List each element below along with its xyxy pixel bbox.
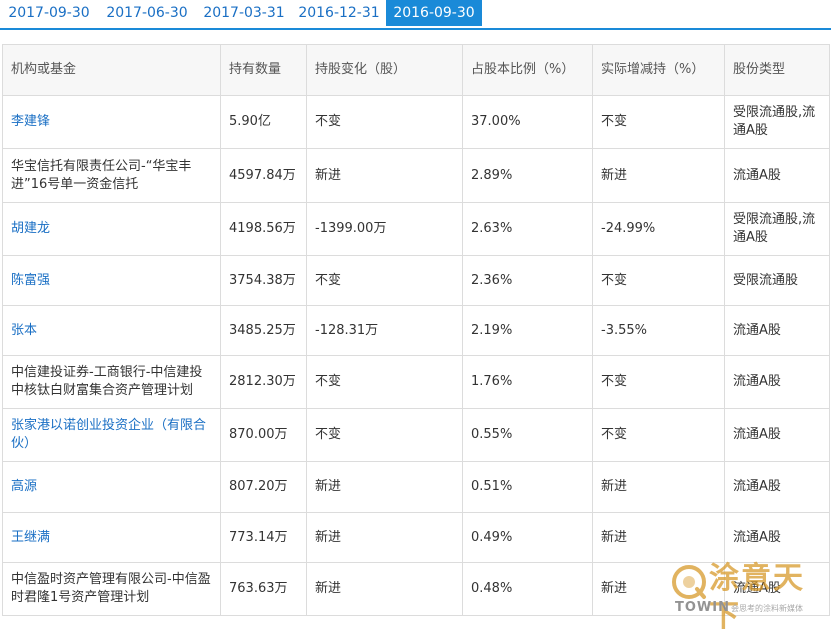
- table-row: 李建锋 5.90亿 不变 37.00% 不变 受限流通股,流通A股: [2, 95, 830, 149]
- cell-ratio: 0.49%: [462, 512, 593, 563]
- tab-2017-09-30[interactable]: 2017-09-30: [8, 5, 90, 21]
- cell-ratio: 37.00%: [462, 95, 593, 149]
- cell-actual-change: 不变: [592, 255, 725, 306]
- tab-2017-03-31[interactable]: 2017-03-31: [203, 5, 285, 21]
- table-row: 高源 807.20万 新进 0.51% 新进 流通A股: [2, 461, 830, 513]
- cell-share-type: 流通A股: [724, 408, 830, 462]
- cell-change: 不变: [306, 255, 463, 306]
- tab-2016-12-31[interactable]: 2016-12-31: [298, 5, 380, 21]
- table-row: 张本 3485.25万 -128.31万 2.19% -3.55% 流通A股: [2, 305, 830, 356]
- cell-change: 新进: [306, 148, 463, 203]
- cell-share-type: 流通A股: [724, 461, 830, 513]
- shareholder-link[interactable]: 胡建龙: [11, 221, 51, 236]
- cell-share-type: 受限流通股: [724, 255, 830, 306]
- cell-quantity: 773.14万: [220, 512, 307, 563]
- cell-change: 新进: [306, 562, 463, 616]
- shareholder-link[interactable]: 张本: [11, 322, 38, 338]
- cell-quantity: 807.20万: [220, 461, 307, 513]
- cell-quantity: 870.00万: [220, 408, 307, 462]
- cell-change: 不变: [306, 355, 463, 409]
- cell-institution: 胡建龙: [2, 202, 221, 256]
- cell-change: -128.31万: [306, 305, 463, 356]
- cell-institution: 陈富强: [2, 255, 221, 306]
- cell-share-type: 受限流通股,流通A股: [724, 202, 830, 256]
- cell-actual-change: -3.55%: [592, 305, 725, 356]
- brand-logo-icon: [672, 565, 706, 599]
- cell-ratio: 2.89%: [462, 148, 593, 203]
- shareholder-link[interactable]: 李建锋: [11, 114, 51, 129]
- table-row: 陈富强 3754.38万 不变 2.36% 不变 受限流通股: [2, 255, 830, 306]
- report-date-tabs: 2017-09-30 2017-06-30 2017-03-31 2016-12…: [0, 0, 831, 30]
- watermark-brand-cn: 涂意天下: [709, 561, 805, 634]
- table-row: 中信盈时资产管理有限公司-中信盈时君隆1号资产管理计划 763.63万 新进 0.48…: [2, 562, 830, 616]
- cell-actual-change: 新进: [592, 148, 725, 203]
- cell-change: 不变: [306, 408, 463, 462]
- cell-institution: 张家港以诺创业投资企业（有限合伙）: [2, 408, 221, 462]
- table-row: 华宝信托有限责任公司-“华宝丰进”16号单一资金信托 4597.84万 新进 2.89…: [2, 148, 830, 203]
- cell-share-type: 流通A股: [724, 562, 830, 616]
- watermark-brand-en: TOWIN: [675, 600, 730, 615]
- cell-share-type: 受限流通股,流通A股: [724, 95, 830, 149]
- tab-2016-09-30[interactable]: 2016-09-30: [386, 0, 482, 26]
- cell-institution: 高源: [2, 461, 221, 513]
- cell-quantity: 4597.84万: [220, 148, 307, 203]
- cell-actual-change: 新进: [592, 512, 725, 563]
- watermark-logo: 涂意天下 TOWIN 会思考的涂料新媒体: [669, 558, 825, 634]
- cell-change: 新进: [306, 461, 463, 513]
- table-header-row: 机构或基金 持有数量 持股变化（股） 占股本比例（%） 实际增减持（%） 股份类…: [2, 44, 830, 96]
- table-row: 中信建投证券-工商银行-中信建投中核钛白财富集合资产管理计划 2812.30万 不变…: [2, 355, 830, 409]
- cell-institution: 中信盈时资产管理有限公司-中信盈时君隆1号资产管理计划: [2, 562, 221, 616]
- col-header-actual-change: 实际增减持（%）: [592, 44, 725, 96]
- table-row: 王继满 773.14万 新进 0.49% 新进 流通A股: [2, 512, 830, 563]
- cell-quantity: 5.90亿: [220, 95, 307, 149]
- col-header-ratio: 占股本比例（%）: [462, 44, 593, 96]
- cell-institution: 华宝信托有限责任公司-“华宝丰进”16号单一资金信托: [2, 148, 221, 203]
- cell-ratio: 1.76%: [462, 355, 593, 409]
- watermark-tagline: 会思考的涂料新媒体: [731, 604, 803, 613]
- col-header-institution: 机构或基金: [2, 44, 221, 96]
- cell-share-type: 流通A股: [724, 305, 830, 356]
- col-header-quantity: 持有数量: [220, 44, 307, 96]
- col-header-share-type: 股份类型: [724, 44, 830, 96]
- cell-ratio: 2.19%: [462, 305, 593, 356]
- table-row: 张家港以诺创业投资企业（有限合伙） 870.00万 不变 0.55% 不变 流通A股: [2, 408, 830, 462]
- col-header-change: 持股变化（股）: [306, 44, 463, 96]
- cell-ratio: 0.51%: [462, 461, 593, 513]
- cell-institution: 中信建投证券-工商银行-中信建投中核钛白财富集合资产管理计划: [2, 355, 221, 409]
- cell-quantity: 4198.56万: [220, 202, 307, 256]
- cell-institution: 李建锋: [2, 95, 221, 149]
- cell-actual-change: 不变: [592, 95, 725, 149]
- cell-quantity: 3754.38万: [220, 255, 307, 306]
- shareholder-link[interactable]: 张家港以诺创业投资企业（有限合伙）: [11, 418, 207, 451]
- cell-actual-change: 不变: [592, 408, 725, 462]
- cell-quantity: 763.63万: [220, 562, 307, 616]
- cell-ratio: 2.36%: [462, 255, 593, 306]
- cell-ratio: 2.63%: [462, 202, 593, 256]
- cell-ratio: 0.48%: [462, 562, 593, 616]
- cell-quantity: 2812.30万: [220, 355, 307, 409]
- cell-ratio: 0.55%: [462, 408, 593, 462]
- cell-share-type: 流通A股: [724, 148, 830, 203]
- cell-actual-change: -24.99%: [592, 202, 725, 256]
- table-row: 胡建龙 4198.56万 -1399.00万 2.63% -24.99% 受限流通股,流通…: [2, 202, 830, 256]
- cell-change: 新进: [306, 512, 463, 563]
- tab-2017-06-30[interactable]: 2017-06-30: [106, 5, 188, 21]
- cell-actual-change: 新进: [592, 461, 725, 513]
- cell-share-type: 流通A股: [724, 355, 830, 409]
- cell-change: -1399.00万: [306, 202, 463, 256]
- cell-institution: 王继满: [2, 512, 221, 563]
- shareholders-table: 机构或基金 持有数量 持股变化（股） 占股本比例（%） 实际增减持（%） 股份类…: [2, 44, 830, 616]
- shareholder-link[interactable]: 王继满: [11, 529, 51, 545]
- cell-share-type: 流通A股: [724, 512, 830, 563]
- shareholder-link[interactable]: 陈富强: [11, 272, 51, 288]
- cell-change: 不变: [306, 95, 463, 149]
- cell-actual-change: 不变: [592, 355, 725, 409]
- cell-quantity: 3485.25万: [220, 305, 307, 356]
- shareholder-link[interactable]: 高源: [11, 479, 38, 494]
- cell-institution: 张本: [2, 305, 221, 356]
